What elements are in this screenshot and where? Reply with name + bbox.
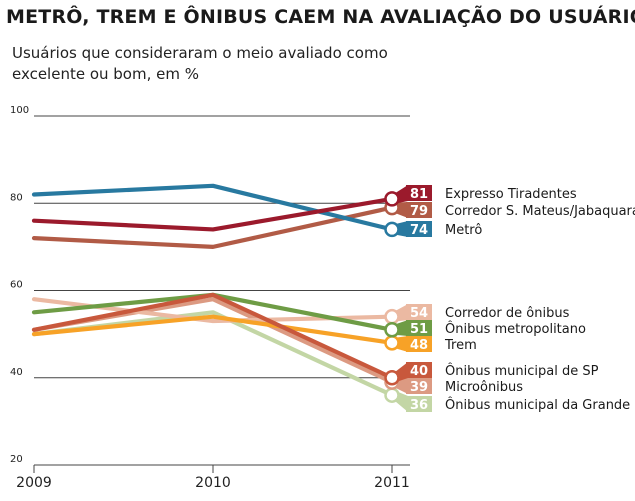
end-marker <box>384 322 400 338</box>
value-badge <box>406 185 432 201</box>
value-label: 51 <box>410 322 428 337</box>
end-marker <box>384 191 400 207</box>
series-line <box>31 183 395 232</box>
gridlines <box>34 115 410 466</box>
x-tick-label: 2010 <box>195 475 231 491</box>
value-label: 40 <box>410 364 428 379</box>
end-marker <box>384 370 400 386</box>
value-badge <box>406 378 432 394</box>
series-name-label: Corredor de ônibus <box>445 306 570 321</box>
end-marker <box>384 308 400 325</box>
value-label: 48 <box>410 338 428 353</box>
chart-title: METRÔ, TREM E ÔNIBUS CAEM NA AVALIAÇÃO D… <box>6 6 635 28</box>
series-name-label: Microônibus <box>445 380 523 395</box>
series-name-label: Trem <box>444 338 477 353</box>
value-label: 39 <box>410 380 428 395</box>
series-name-label: Corredor S. Mateus/Jabaquara <box>445 204 635 219</box>
value-label: 79 <box>410 204 428 219</box>
end-marker <box>384 335 400 351</box>
series-line <box>31 314 395 345</box>
end-marker <box>384 387 400 403</box>
series-line <box>31 196 395 232</box>
axes: 20 40 60 80 100 2009 2010 2011 <box>10 105 410 491</box>
series-name-label: Expresso Tiradentes <box>445 187 577 202</box>
end-markers <box>384 185 432 412</box>
end-marker <box>384 221 400 238</box>
value-badge <box>406 320 432 336</box>
series-name-label: Ônibus metropolitano <box>445 321 586 337</box>
series-name-label: Ônibus municipal de SP <box>445 363 599 379</box>
value-badge <box>406 396 432 412</box>
series-labels: 36 Ônibus municipal da Grande SP 39 Microôn… <box>410 187 635 413</box>
series-line <box>31 292 395 380</box>
x-tick-label: 2009 <box>16 475 52 491</box>
value-badge <box>406 362 432 378</box>
value-label: 54 <box>410 306 428 321</box>
value-badge <box>406 221 432 237</box>
y-tick-label: 60 <box>10 280 23 291</box>
chart-subtitle: Usuários que consideraram o meio avaliad… <box>12 44 388 83</box>
value-badge <box>406 202 432 218</box>
y-tick-label: 40 <box>10 367 23 378</box>
series-name-label: Ônibus municipal da Grande SP <box>445 397 635 413</box>
value-badge <box>406 336 432 352</box>
value-label: 81 <box>410 187 428 202</box>
y-tick-label: 100 <box>10 105 29 116</box>
value-label: 36 <box>410 398 428 413</box>
y-tick-label: 20 <box>10 454 23 465</box>
x-tick-label: 2011 <box>374 475 410 491</box>
series-name-label: Metrô <box>445 223 482 238</box>
value-label: 74 <box>410 223 428 238</box>
series-lines <box>31 183 395 398</box>
value-badge <box>406 304 432 320</box>
series-line <box>31 205 395 249</box>
y-tick-label: 80 <box>10 192 23 203</box>
